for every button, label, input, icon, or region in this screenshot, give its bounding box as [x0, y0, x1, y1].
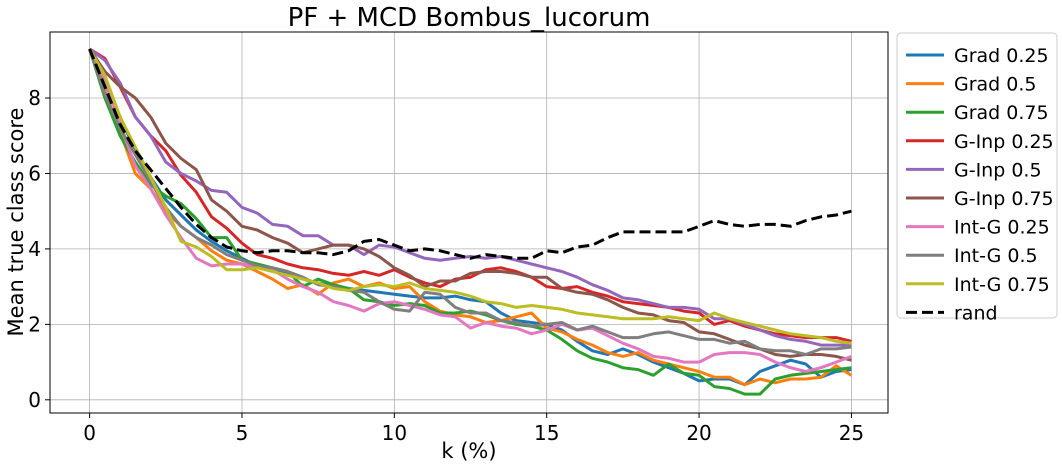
x-tick-label: 5	[236, 421, 249, 445]
y-tick-label: 0	[28, 388, 41, 412]
legend-label: G-Inp 0.5	[954, 159, 1042, 181]
series-line-int-g-0-75	[88, 48, 852, 345]
series-line-grad-0-25	[88, 48, 852, 387]
y-tick-label: 4	[28, 237, 41, 261]
legend-label: Grad 0.75	[954, 102, 1049, 124]
series-line-rand	[88, 48, 852, 260]
x-axis-label: k (%)	[441, 439, 496, 463]
legend-label: Grad 0.25	[954, 45, 1049, 67]
legend-label: Grad 0.5	[954, 74, 1037, 96]
x-tick-label: 15	[534, 421, 559, 445]
y-tick-label: 8	[28, 86, 41, 110]
series-line-grad-0-75	[88, 48, 852, 396]
x-axis-ticks: 0 5 10 15 20 25	[83, 413, 864, 445]
x-tick-label: 10	[382, 421, 407, 445]
legend: Grad 0.25 Grad 0.5 Grad 0.75 G-Inp 0.25 G-In…	[896, 32, 1058, 324]
chart-title: PF + MCD Bombus_lucorum	[288, 3, 651, 33]
series-line-g-inp-0-5	[88, 47, 852, 347]
y-axis-label: Mean true class score	[4, 108, 28, 337]
legend-label: G-Inp 0.25	[954, 131, 1054, 153]
series-lines	[88, 47, 853, 396]
x-tick-label: 20	[686, 421, 711, 445]
series-line-int-g-0-25	[88, 48, 852, 373]
x-tick-label: 0	[83, 421, 96, 445]
legend-label: Int-G 0.75	[954, 274, 1050, 296]
series-line-g-inp-0-75	[88, 48, 852, 362]
x-tick-label: 25	[839, 421, 864, 445]
series-line-grad-0-5	[88, 48, 853, 387]
legend-label: Int-G 0.25	[954, 217, 1050, 239]
y-axis-ticks: 0 2 4 6 8	[28, 86, 50, 412]
series-line-int-g-0-5	[88, 48, 852, 356]
legend-label: rand	[954, 302, 998, 324]
legend-label: G-Inp 0.75	[954, 188, 1054, 210]
legend-box	[896, 32, 1058, 319]
legend-label: Int-G 0.5	[954, 245, 1038, 267]
series-line-g-inp-0-25	[88, 47, 852, 343]
y-tick-label: 6	[28, 161, 41, 185]
y-tick-label: 2	[28, 312, 41, 336]
plot-frame	[49, 31, 889, 414]
